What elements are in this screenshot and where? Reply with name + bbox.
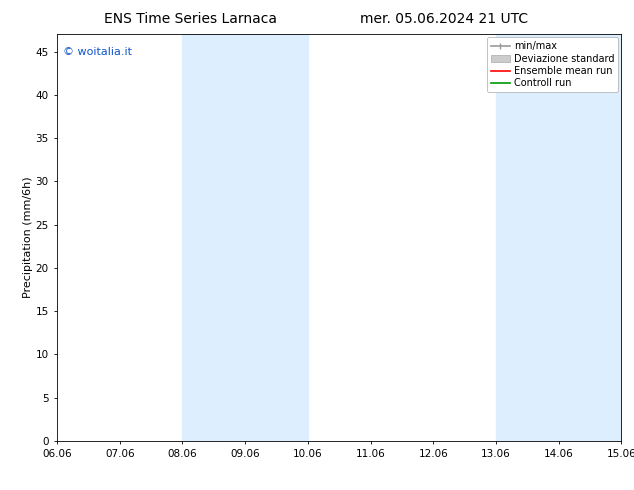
Text: mer. 05.06.2024 21 UTC: mer. 05.06.2024 21 UTC: [359, 12, 528, 26]
Text: © woitalia.it: © woitalia.it: [63, 47, 132, 56]
Y-axis label: Precipitation (mm/6h): Precipitation (mm/6h): [23, 177, 33, 298]
Text: ENS Time Series Larnaca: ENS Time Series Larnaca: [104, 12, 276, 26]
Legend: min/max, Deviazione standard, Ensemble mean run, Controll run: min/max, Deviazione standard, Ensemble m…: [487, 37, 618, 92]
Bar: [496, 34, 621, 441]
Bar: [183, 34, 308, 441]
